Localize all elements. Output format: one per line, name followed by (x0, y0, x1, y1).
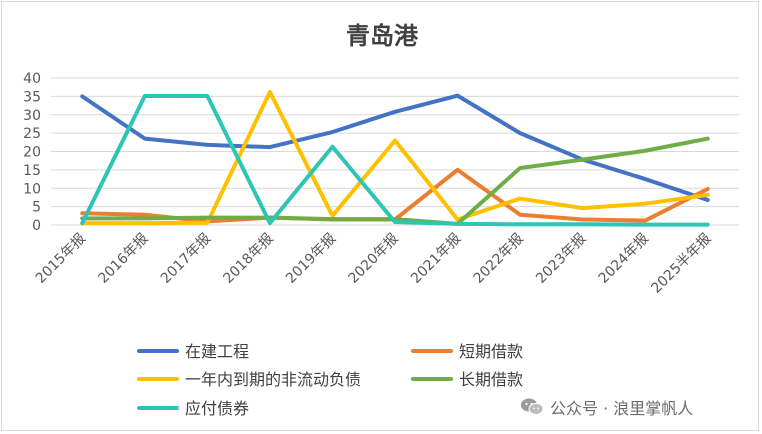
x-tick-label: 2021年报 (408, 231, 464, 287)
x-tick-label: 2022年报 (471, 231, 527, 287)
series-line-5 (80, 94, 710, 227)
y-tick-label: 5 (32, 200, 41, 216)
y-axis-ticks: 0 5 10 15 20 25 30 35 40 (23, 71, 41, 234)
series-line-2 (80, 167, 710, 224)
y-tick-label: 20 (23, 145, 41, 161)
legend-label: 一年内到期的非流动负债 (185, 370, 361, 389)
series-line-3 (80, 89, 710, 226)
series-lines (80, 89, 710, 227)
legend-label: 应付债券 (185, 399, 249, 418)
y-tick-label: 15 (23, 163, 41, 179)
x-tick-label: 2018年报 (220, 231, 276, 287)
y-tick-label: 35 (23, 89, 41, 105)
grid-lines (51, 77, 739, 226)
y-tick-label: 10 (23, 181, 41, 197)
y-tick-label: 25 (23, 126, 41, 142)
x-tick-label: 2024年报 (596, 231, 652, 287)
x-tick-label: 2023年报 (533, 231, 589, 287)
y-tick-label: 30 (23, 108, 41, 124)
wechat-icon (521, 398, 544, 415)
legend-label: 短期借款 (459, 342, 523, 361)
watermark-text: 公众号 · 浪里掌帆人 (550, 399, 694, 418)
x-tick-label: 2015年报 (33, 231, 89, 287)
x-axis-ticks: 2015年报 2016年报 2017年报 2018年报 2019年报 2020年报 2021… (33, 231, 715, 297)
x-tick-label: 2020年报 (346, 231, 402, 287)
y-tick-label: 0 (32, 218, 41, 234)
legend-label: 长期借款 (459, 370, 523, 389)
x-tick-label: 2025半年报 (648, 231, 714, 297)
legend-label: 在建工程 (185, 342, 249, 361)
y-tick-label: 40 (23, 71, 41, 87)
x-tick-label: 2016年报 (95, 231, 151, 287)
watermark: 公众号 · 浪里掌帆人 (520, 395, 693, 419)
x-tick-label: 2017年报 (158, 231, 214, 287)
x-tick-label: 2019年报 (283, 231, 339, 287)
chart-title: 青岛港 (346, 21, 419, 50)
series-line-1 (80, 93, 710, 203)
